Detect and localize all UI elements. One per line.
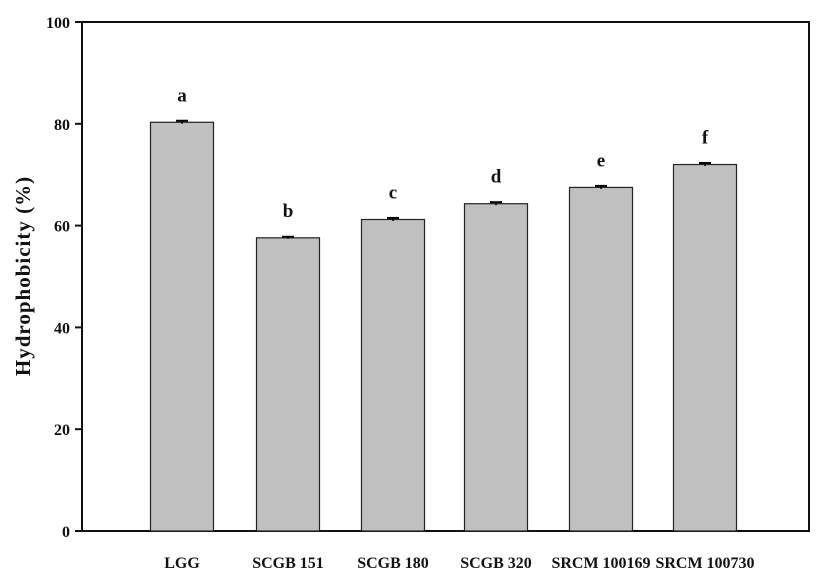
bar: [149, 121, 215, 532]
y-tick-label: 100: [46, 15, 70, 32]
x-category-label: SCGB 320: [460, 555, 532, 572]
y-axis: 0 20 40 60 80 100: [46, 15, 82, 541]
plot-frame: [81, 21, 810, 532]
x-category-label: SRCM 100169: [551, 555, 650, 572]
significance-letter: c: [389, 182, 397, 203]
bar: [568, 186, 634, 532]
significance-letter: a: [177, 85, 187, 106]
significance-letter: e: [597, 150, 605, 171]
x-category-label: SCGB 151: [252, 555, 324, 572]
bar: [360, 218, 426, 532]
y-tick-label: 20: [54, 422, 70, 439]
x-category-label: SCGB 180: [357, 555, 429, 572]
y-tick-label: 40: [54, 320, 70, 337]
y-tick-label: 0: [62, 524, 70, 541]
y-tick-label: 80: [54, 117, 70, 134]
x-category-label: SRCM 100730: [655, 555, 754, 572]
x-axis: LGG SCGB 151 SCGB 180 SCGB 320 SRCM 100169 SR…: [164, 555, 754, 572]
y-axis-title: Hydrophobicity (%): [11, 176, 35, 376]
significance-letter: f: [702, 128, 709, 149]
bars-layer: a b c d e f: [149, 85, 738, 532]
y-tick-label: 60: [54, 219, 70, 236]
bar: [672, 163, 738, 532]
significance-letter: b: [283, 201, 294, 222]
bar: [463, 203, 529, 532]
significance-letter: d: [491, 167, 502, 188]
bar: [255, 237, 321, 532]
x-category-label: LGG: [164, 555, 200, 572]
